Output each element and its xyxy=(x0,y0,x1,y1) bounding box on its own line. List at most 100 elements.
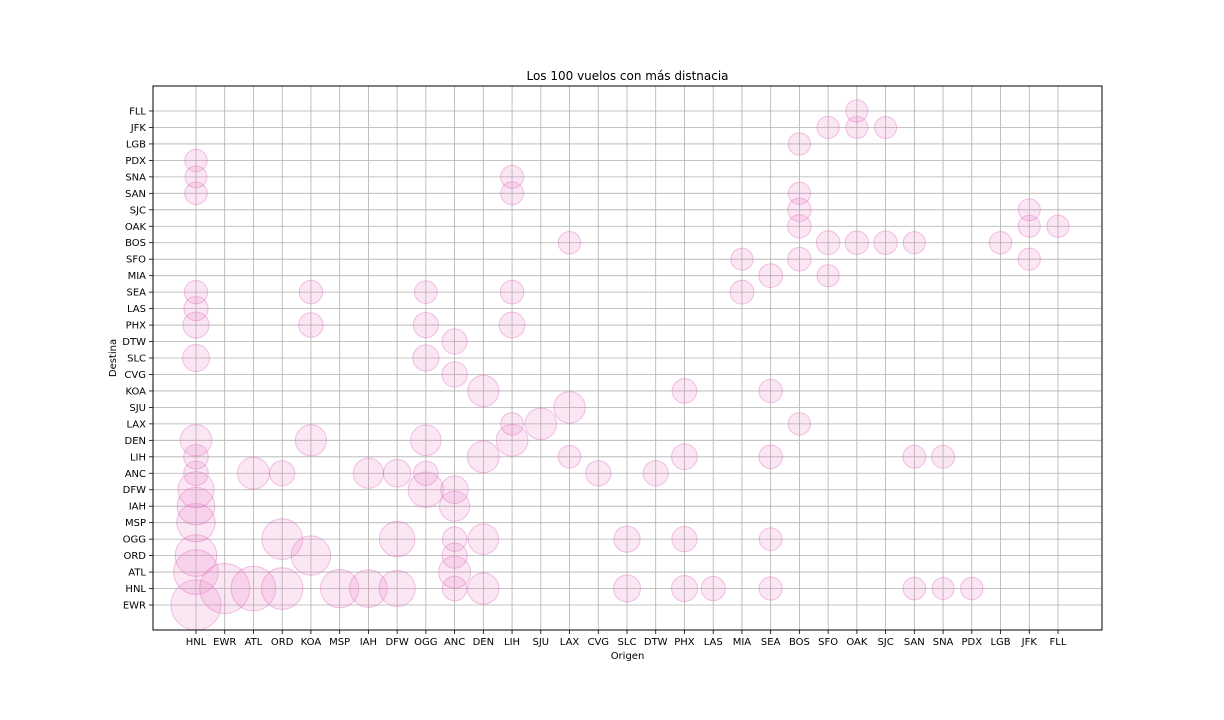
bubble-point xyxy=(183,460,209,487)
bubble-point xyxy=(174,534,218,577)
y-tick-label: ATL xyxy=(128,568,146,579)
y-tick-label: DTW xyxy=(122,337,146,348)
y-tick-label: SJU xyxy=(129,403,146,414)
y-tick-label: BOS xyxy=(125,238,146,249)
bubble-point xyxy=(1017,247,1041,271)
bubble-point xyxy=(671,378,698,404)
x-tick-label: ATL xyxy=(245,637,263,648)
bubble-point xyxy=(441,526,468,552)
x-tick-label: FLL xyxy=(1050,637,1067,648)
y-tick-label: LGB xyxy=(126,139,146,150)
bubble-point xyxy=(500,181,524,206)
bubble-point xyxy=(290,535,332,576)
bubble-point xyxy=(931,444,956,469)
y-tick-label: DEN xyxy=(125,436,147,447)
y-tick-label: ANC xyxy=(125,469,146,480)
bubble-point xyxy=(960,576,984,601)
bubble-point xyxy=(182,344,210,372)
chart-title: Los 100 vuelos con más distnacia xyxy=(526,69,728,83)
bubble-point xyxy=(179,424,213,457)
bubble-point xyxy=(269,460,296,487)
x-tick-label: OAK xyxy=(846,637,868,648)
bubble-point xyxy=(758,576,783,601)
x-tick-label: EWR xyxy=(213,637,236,648)
y-tick-label: SAN xyxy=(125,189,146,200)
bubble-point xyxy=(816,264,840,288)
bubble-point xyxy=(758,378,783,404)
bubble-point xyxy=(787,181,812,205)
y-tick-label: SEA xyxy=(126,288,146,299)
x-tick-label: BOS xyxy=(789,637,810,648)
bubble-point xyxy=(319,568,360,609)
bubble-point xyxy=(199,563,251,615)
bubble-point xyxy=(382,458,412,488)
y-tick-label: MIA xyxy=(128,271,147,282)
x-axis-label: Origen xyxy=(611,651,645,662)
bubble-point xyxy=(988,231,1013,255)
bubble-point xyxy=(730,247,754,271)
x-tick-label: LIH xyxy=(504,637,520,648)
bubble-point xyxy=(412,311,439,339)
bubble-point xyxy=(467,374,500,408)
bubble-point xyxy=(439,490,471,522)
bubble-point xyxy=(183,444,209,470)
bubble-point xyxy=(671,443,698,471)
bubble-point xyxy=(260,567,304,610)
bubble-point xyxy=(902,444,927,469)
bubble-point xyxy=(378,569,416,608)
bubble-point xyxy=(184,181,208,206)
bubble-point xyxy=(700,575,726,602)
bubble-point xyxy=(261,518,304,561)
bubble-point xyxy=(816,115,840,140)
y-tick-label: ORD xyxy=(123,551,146,562)
bubble-point xyxy=(787,412,812,436)
y-tick-label: SFO xyxy=(126,255,146,266)
bubble-point xyxy=(873,230,898,255)
x-tick-label: ANC xyxy=(444,637,465,648)
x-tick-label: LAS xyxy=(704,637,723,648)
bubble-point xyxy=(1017,198,1041,222)
y-tick-label: SJC xyxy=(130,205,146,216)
bubbles xyxy=(170,99,1070,631)
y-tick-label: JFK xyxy=(130,123,147,134)
x-tick-label: MSP xyxy=(329,637,350,648)
bubble-point xyxy=(500,164,525,189)
x-tick-label: PDX xyxy=(962,637,983,648)
bubble-point xyxy=(642,460,669,487)
x-tick-label: DTW xyxy=(644,637,668,648)
x-tick-label: LAX xyxy=(560,637,580,648)
bubble-point xyxy=(671,526,698,553)
x-tick-label: DEN xyxy=(473,637,495,648)
bubble-point xyxy=(230,565,277,612)
y-tick-label: KOA xyxy=(125,386,146,397)
bubble-point xyxy=(378,520,416,558)
y-tick-label: FLL xyxy=(129,107,146,118)
y-tick-label: PHX xyxy=(126,321,147,332)
y-tick-label: DFW xyxy=(123,485,146,496)
bubble-point xyxy=(441,542,468,569)
bubble-point xyxy=(183,280,209,305)
bubble-point xyxy=(758,444,783,470)
bubble-point xyxy=(815,230,841,256)
bubble-point xyxy=(758,263,784,289)
bubble-point xyxy=(441,361,468,388)
y-tick-label: PDX xyxy=(125,156,146,167)
bubble-point xyxy=(184,148,208,173)
x-tick-label: IAH xyxy=(360,637,377,648)
bubble-point xyxy=(787,197,812,223)
bubble-point xyxy=(294,424,328,457)
x-tick-label: SJC xyxy=(877,637,893,648)
bubble-point xyxy=(173,549,219,595)
x-tick-label: LGB xyxy=(990,637,1010,648)
x-tick-label: SEA xyxy=(761,637,781,648)
y-tick-label: SNA xyxy=(125,172,146,183)
bubble-point xyxy=(844,230,870,255)
x-tick-label: KOA xyxy=(301,637,322,648)
y-axis-ticks: EWR HNL ATL ORD OGG MSP IAH DFW ANC LIH DEN LAX SJU K… xyxy=(122,107,153,612)
x-axis-ticks: HNL EWR ATL ORD KOA MSP IAH DFW OGG ANC DEN LIH SJU L… xyxy=(186,630,1067,648)
bubble-point xyxy=(176,502,216,543)
bubble-point xyxy=(845,115,869,139)
x-tick-label: CVG xyxy=(587,637,609,648)
x-tick-label: JFK xyxy=(1021,637,1038,648)
